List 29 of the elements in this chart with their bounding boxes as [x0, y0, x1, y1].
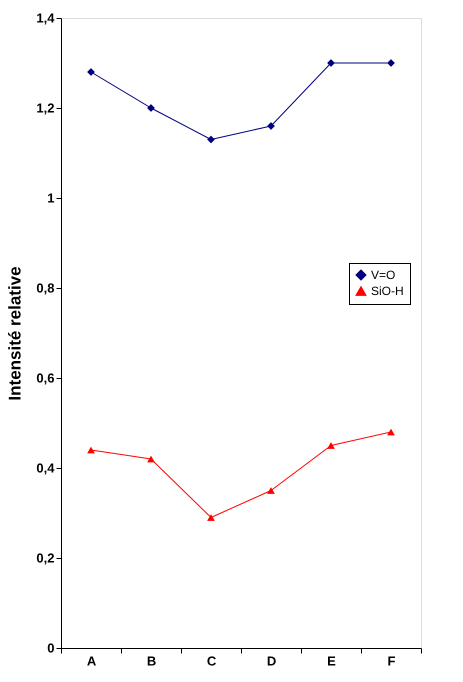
- y-tick-label: 0,8: [36, 280, 54, 296]
- point: [147, 456, 155, 462]
- point: [87, 68, 95, 76]
- point: [327, 59, 335, 67]
- x-tick-label: B: [146, 654, 156, 668]
- point: [147, 104, 155, 112]
- y-tick-label: 0: [47, 640, 54, 656]
- y-tick-label: 1,2: [36, 100, 54, 116]
- point: [207, 514, 215, 521]
- point: [207, 136, 215, 144]
- y-tick-label: 0,2: [36, 550, 54, 566]
- x-tick-label: A: [86, 654, 97, 668]
- y-tick-label: 0,6: [36, 370, 54, 386]
- point: [387, 428, 395, 436]
- point: [387, 59, 395, 67]
- y-tick-label: 1: [47, 190, 54, 206]
- point: [267, 122, 275, 130]
- y-tick-label: 1,4: [36, 10, 56, 26]
- x-tick-label: F: [388, 654, 396, 668]
- legend-label: SiO-H: [371, 284, 404, 298]
- x-tick-label: D: [266, 654, 276, 668]
- y-axis-title: Intensité relative: [5, 266, 24, 401]
- y-tick-label: 0,4: [36, 460, 56, 476]
- x-tick-label: E: [327, 654, 336, 668]
- x-tick-label: C: [206, 654, 217, 668]
- point: [87, 446, 95, 454]
- point: [327, 442, 335, 449]
- point: [267, 487, 275, 494]
- legend-label: V=O: [371, 268, 396, 282]
